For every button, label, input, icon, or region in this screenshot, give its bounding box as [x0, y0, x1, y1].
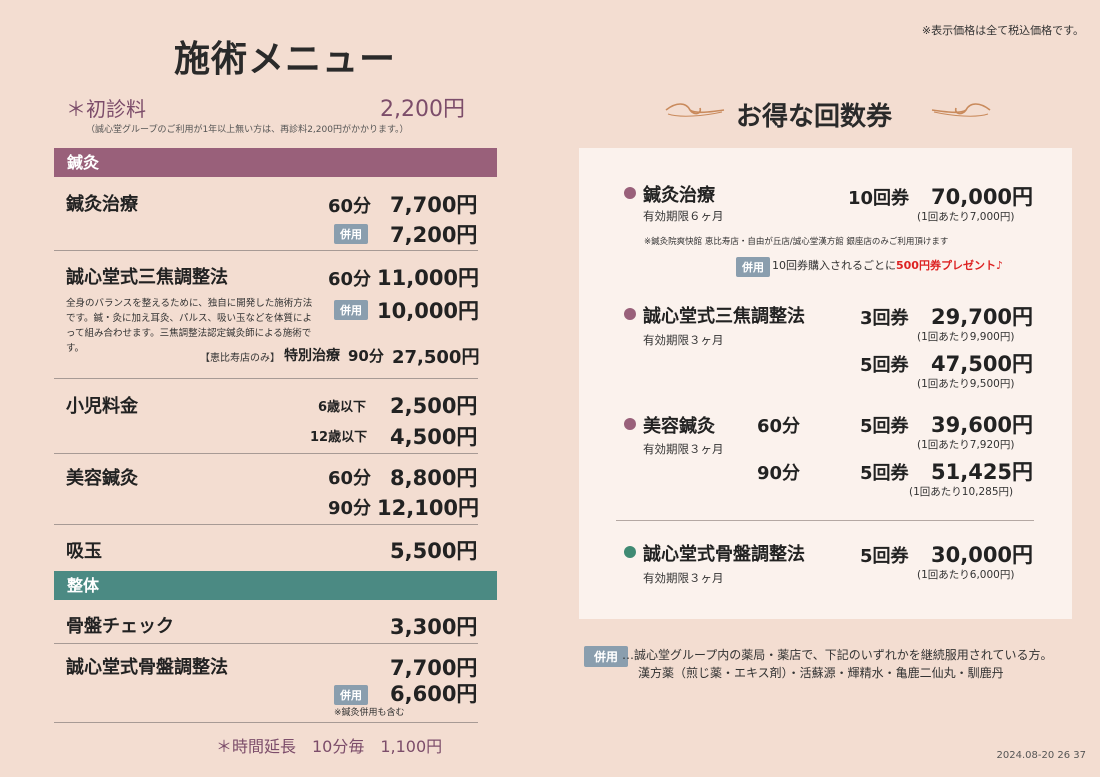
coupon-sansho-valid: 有効期限３ヶ月	[643, 333, 724, 347]
coupon-biyo-per2: (1回あたり10,285円)	[909, 486, 1014, 498]
menu-child-name: 小児料金	[66, 396, 138, 417]
menu-kotsuban-check-name: 骨盤チェック	[66, 616, 174, 637]
coupon-present: 10回券購入されるごとに500円券プレゼント♪	[772, 257, 1003, 273]
coupon-biyo-valid: 有効期限３ヶ月	[643, 442, 724, 456]
menu-child-age1: 6歳以下	[318, 400, 367, 415]
menu-hari-combined-price: 7,200円	[390, 223, 478, 247]
menu-sansho-min: 60分	[328, 269, 372, 290]
menu-kotsuban-note: ※鍼灸併用も含む	[334, 708, 405, 718]
menu-kyugyoku-name: 吸玉	[66, 541, 102, 562]
section-bar-acupuncture: 鍼灸	[54, 148, 497, 177]
coupon-kotsuban-name: 誠心堂式骨盤調整法	[643, 544, 805, 565]
coupon-kotsuban-valid: 有効期限３ヶ月	[643, 571, 724, 585]
combined-tag: 併用	[736, 257, 770, 277]
coupon-hari-per: (1回あたり7,000円)	[917, 211, 1015, 223]
menu-kotsuban-check-price: 3,300円	[390, 615, 478, 639]
menu-hari-name: 鍼灸治療	[66, 194, 138, 215]
divider	[54, 643, 478, 644]
menu-sansho-description: 全身のバランスを整えるために、独自に開発した施術方法です。鍼・灸に加え耳灸、パル…	[66, 298, 313, 354]
coupon-kotsuban-tickets: 5回券	[860, 546, 909, 567]
divider	[54, 250, 478, 251]
coupon-hari-tickets: 10回券	[848, 188, 910, 209]
coupon-sansho-per2: (1回あたり9,500円)	[917, 378, 1015, 390]
menu-hari-min: 60分	[328, 196, 372, 217]
divider	[54, 524, 478, 525]
menu-hari-price: 7,700円	[390, 193, 478, 217]
bullet-icon	[624, 418, 636, 430]
menu-biyo-price60: 8,800円	[390, 466, 478, 490]
coupon-panel	[579, 148, 1072, 619]
menu-biyo-min60: 60分	[328, 468, 372, 489]
footnote-line1: …誠心堂グループ内の薬局・薬店で、下記のいずれかを継続服用されている方。	[622, 648, 1053, 662]
coupon-hari-valid: 有効期限６ヶ月	[643, 209, 724, 223]
tax-note: ※表示価格は全て税込価格です。	[921, 24, 1084, 37]
page-title: 施術メニュー	[174, 38, 397, 80]
menu-sansho-combined-price: 10,000円	[377, 299, 480, 323]
special-min: 90分	[348, 347, 384, 365]
coupon-kotsuban-price: 30,000円	[931, 543, 1034, 567]
menu-child-age2: 12歳以下	[310, 430, 368, 445]
coupon-biyo-price2: 51,425円	[931, 460, 1034, 484]
bullet-icon	[624, 546, 636, 558]
combined-tag: 併用	[334, 224, 368, 244]
coupon-biyo-min2: 90分	[757, 463, 801, 484]
coupon-sansho-per1: (1回あたり9,900円)	[917, 331, 1015, 343]
menu-kotsuban-combined-price: 6,600円	[390, 682, 478, 706]
menu-kotsuban-name: 誠心堂式骨盤調整法	[66, 657, 228, 678]
special-price: 27,500円	[392, 347, 480, 368]
combined-tag: 併用	[584, 646, 629, 667]
menu-sansho-name: 誠心堂式三焦調整法	[66, 267, 228, 288]
coupon-title: お得な回数券	[736, 102, 893, 132]
menu-sansho-price: 11,000円	[377, 266, 480, 290]
divider	[54, 378, 478, 379]
first-visit-price: 2,200円	[380, 97, 465, 122]
menu-kotsuban-price: 7,700円	[390, 656, 478, 680]
coupon-sansho-name: 誠心堂式三焦調整法	[643, 306, 805, 327]
coupon-biyo-per1: (1回あたり7,920円)	[917, 439, 1015, 451]
menu-kyugyoku-price: 5,500円	[390, 539, 478, 563]
menu-child-price2: 4,500円	[390, 425, 478, 449]
coupon-kotsuban-per: (1回あたり6,000円)	[917, 569, 1015, 581]
coupon-hari-price: 70,000円	[931, 185, 1034, 209]
coupon-biyo-tickets2: 5回券	[860, 463, 909, 484]
coupon-sansho-tickets1: 3回券	[860, 308, 909, 329]
special-prefix: 【恵比寿店のみ】	[200, 353, 280, 364]
section-bar-seitai: 整体	[54, 571, 497, 600]
coupon-sansho-price1: 29,700円	[931, 305, 1034, 329]
coupon-biyo-name: 美容鍼灸	[643, 416, 715, 437]
bullet-icon	[624, 308, 636, 320]
bullet-icon	[624, 187, 636, 199]
special-name: 特別治療	[284, 348, 340, 364]
ornament-right-icon	[931, 103, 991, 117]
date-stamp: 2024.08-20 26 37	[996, 750, 1087, 761]
combined-tag: 併用	[334, 300, 368, 320]
coupon-sansho-tickets2: 5回券	[860, 355, 909, 376]
divider	[54, 722, 478, 723]
coupon-hari-note: ※鍼灸院爽快館 恵比寿店・自由が丘店/誠心堂漢方館 銀座店のみご利用頂けます	[644, 237, 949, 247]
coupon-hari-name: 鍼灸治療	[643, 185, 715, 206]
menu-biyo-min90: 90分	[328, 498, 372, 519]
menu-biyo-name: 美容鍼灸	[66, 468, 138, 489]
first-visit-label: ＊初診料	[66, 97, 146, 121]
combined-tag: 併用	[334, 685, 368, 705]
menu-biyo-price90: 12,100円	[377, 496, 480, 520]
coupon-biyo-price1: 39,600円	[931, 413, 1034, 437]
ornament-left-icon	[665, 103, 725, 117]
coupon-biyo-min1: 60分	[757, 416, 801, 437]
menu-child-price1: 2,500円	[390, 394, 478, 418]
present-highlight: 500円券プレゼント♪	[896, 259, 1003, 272]
first-visit-note: （誠心堂グループのご利用が1年以上無い方は、再診料2,200円がかかります。）	[86, 125, 409, 135]
footnote-line2: 漢方薬（煎じ薬・エキス剤）・活蘇源・輝精水・亀鹿二仙丸・馴鹿丹	[638, 666, 1004, 680]
divider	[54, 453, 478, 454]
coupon-sansho-price2: 47,500円	[931, 352, 1034, 376]
coupon-biyo-tickets1: 5回券	[860, 416, 909, 437]
time-extension: ＊時間延長 10分毎 1,100円	[216, 737, 443, 756]
divider	[616, 520, 1034, 521]
present-prefix: 10回券購入されるごとに	[772, 259, 896, 272]
